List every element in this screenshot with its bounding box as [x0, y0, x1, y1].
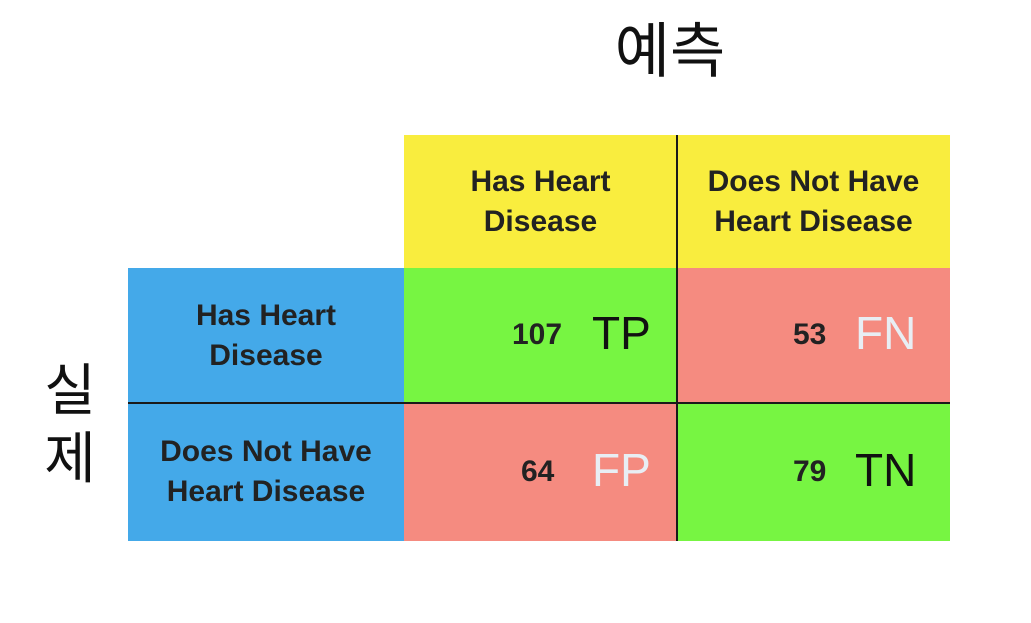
row-header-no-heart-disease: Does Not Have Heart Disease	[128, 403, 404, 541]
confusion-matrix: Has Heart Disease Does Not Have Heart Di…	[128, 135, 950, 541]
predicted-axis-title: 예측	[614, 17, 726, 87]
horizontal-divider	[128, 402, 950, 404]
cell-true-negative: 79 TN	[677, 403, 950, 541]
cell-tag-tp: TP	[592, 307, 651, 359]
actual-axis-title-char-2: 제	[44, 427, 96, 492]
cell-tag-fp: FP	[592, 444, 651, 496]
column-header-has-heart-disease: Has Heart Disease	[404, 135, 677, 268]
row-header-has-heart-disease: Has Heart Disease	[128, 268, 404, 403]
cell-tag-fn: FN	[855, 307, 917, 359]
cell-value-tp: 107	[512, 318, 563, 351]
cell-true-positive: 107 TP	[404, 268, 677, 403]
cell-value-fn: 53	[793, 318, 827, 351]
column-header-no-heart-disease: Does Not Have Heart Disease	[677, 135, 950, 268]
cell-value-fp: 64	[521, 455, 555, 488]
vertical-divider	[676, 135, 678, 541]
actual-axis-title: 실 제	[30, 358, 110, 494]
cell-value-tn: 79	[793, 455, 827, 488]
cell-false-negative: 53 FN	[677, 268, 950, 403]
cell-false-positive: 64 FP	[404, 403, 677, 541]
actual-axis-title-char-1: 실	[44, 359, 96, 424]
cell-tag-tn: TN	[855, 444, 917, 496]
